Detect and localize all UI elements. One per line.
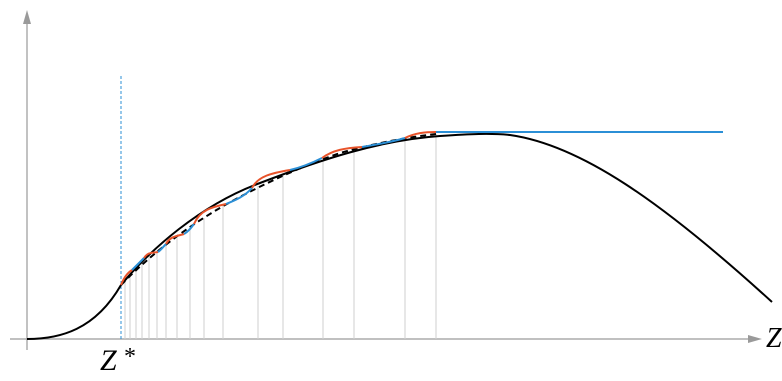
segment-b	[157, 243, 167, 253]
segment-a	[251, 169, 291, 189]
segment-b	[131, 257, 145, 271]
z-star-superscript: *	[124, 344, 136, 370]
x-axis-arrow-icon	[748, 335, 762, 343]
segment-a	[404, 131, 437, 139]
segment-a	[143, 251, 159, 259]
sampling-lines	[124, 134, 437, 339]
x-axis-label: Z	[766, 323, 782, 354]
y-axis-arrow-icon	[23, 10, 31, 24]
segment-b	[225, 187, 253, 205]
z-star-label: Z	[100, 344, 117, 377]
segment-a	[193, 203, 227, 225]
approximation-curve	[120, 133, 437, 286]
segment-b	[361, 137, 406, 148]
piecewise-segments	[120, 131, 437, 286]
objective-curve	[26, 132, 773, 340]
segment-a	[165, 233, 185, 245]
segment-b	[289, 157, 323, 171]
segment-a	[321, 146, 363, 159]
segment-a	[120, 269, 133, 286]
segment-b	[183, 223, 195, 235]
